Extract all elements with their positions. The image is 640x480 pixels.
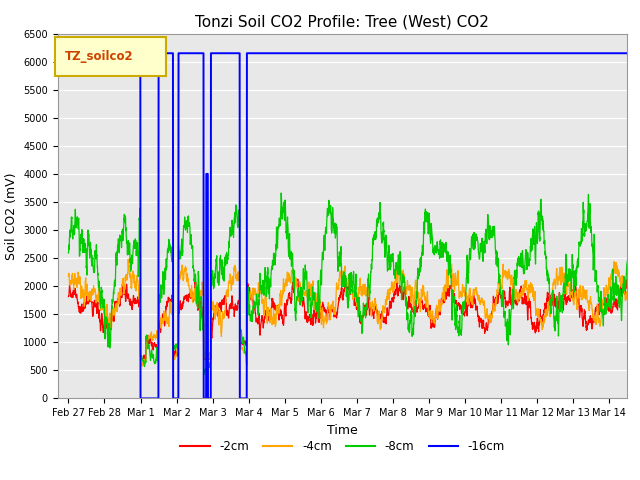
-16cm	[303, 50, 311, 56]
-2cm	[162, 316, 170, 322]
-2cm	[623, 286, 631, 292]
-8cm	[277, 190, 285, 196]
-2cm	[128, 307, 136, 312]
-16cm	[612, 50, 620, 56]
-4cm	[129, 272, 136, 278]
-16cm	[137, 396, 145, 401]
FancyBboxPatch shape	[55, 37, 166, 75]
Line: -8cm: -8cm	[68, 193, 627, 375]
-2cm	[65, 294, 72, 300]
-8cm	[161, 271, 169, 277]
-16cm	[279, 50, 287, 56]
-4cm	[124, 256, 132, 262]
-16cm	[128, 50, 136, 56]
-4cm	[552, 269, 560, 275]
Line: -4cm: -4cm	[68, 259, 627, 366]
-4cm	[139, 363, 147, 369]
-2cm	[552, 298, 560, 304]
-2cm	[293, 276, 301, 282]
-16cm	[162, 50, 170, 56]
-2cm	[303, 315, 311, 321]
-4cm	[279, 285, 287, 291]
Line: -16cm: -16cm	[68, 53, 627, 398]
X-axis label: Time: Time	[327, 424, 358, 437]
-8cm	[623, 259, 631, 264]
Y-axis label: Soil CO2 (mV): Soil CO2 (mV)	[4, 172, 17, 260]
-8cm	[65, 250, 72, 256]
Text: TZ_soilco2: TZ_soilco2	[65, 50, 133, 63]
-2cm	[279, 319, 287, 324]
Title: Tonzi Soil CO2 Profile: Tree (West) CO2: Tonzi Soil CO2 Profile: Tree (West) CO2	[195, 15, 490, 30]
-4cm	[612, 262, 620, 268]
-16cm	[65, 50, 72, 56]
-8cm	[128, 258, 136, 264]
Line: -2cm: -2cm	[68, 279, 627, 359]
-8cm	[303, 292, 311, 298]
-4cm	[303, 293, 311, 299]
-8cm	[279, 204, 287, 210]
-2cm	[612, 302, 620, 308]
-4cm	[623, 288, 631, 294]
-2cm	[138, 356, 145, 362]
-8cm	[552, 307, 560, 313]
-16cm	[552, 50, 560, 56]
Legend: -2cm, -4cm, -8cm, -16cm: -2cm, -4cm, -8cm, -16cm	[175, 436, 509, 458]
-4cm	[162, 315, 170, 321]
-16cm	[623, 50, 631, 56]
-8cm	[612, 291, 620, 297]
-8cm	[200, 372, 207, 378]
-4cm	[65, 273, 72, 279]
